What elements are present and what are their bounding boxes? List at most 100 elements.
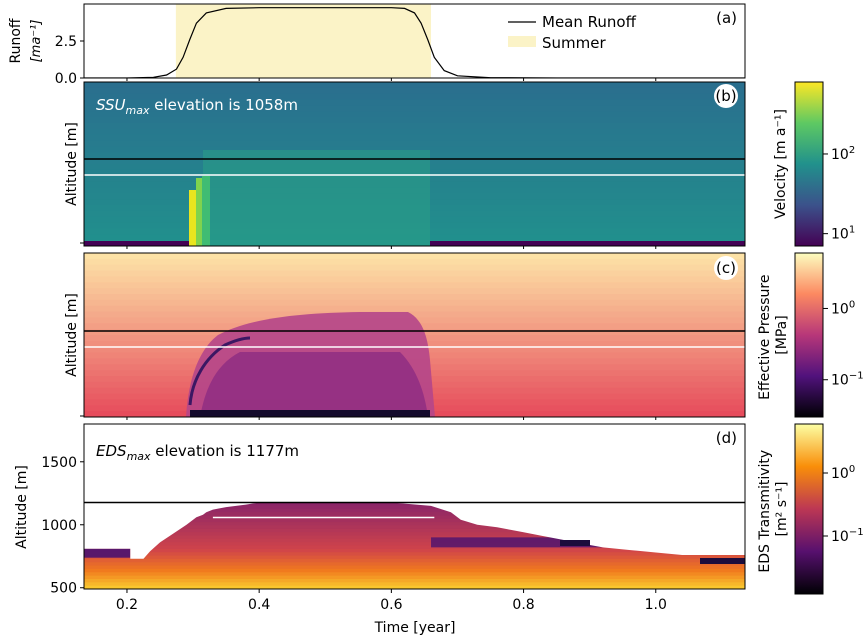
pressure-minimum-strip — [190, 410, 430, 417]
transmitivity-band — [84, 568, 745, 573]
panel-d-xtick-label: 0.8 — [512, 597, 534, 613]
transmitivity-band — [84, 505, 745, 510]
velocity-band — [84, 111, 745, 118]
panel-a-ytick-label: 0.0 — [55, 71, 77, 87]
pressure-band — [84, 311, 745, 319]
panel-c-ylabel: Altitude [m] — [64, 293, 80, 377]
transmitivity-band — [84, 558, 745, 563]
panel-b-ylabel: Altitude [m] — [64, 122, 80, 206]
transmitivity-band — [84, 512, 745, 517]
velocity-peak-yellow — [189, 190, 196, 246]
legend-summer-label: Summer — [542, 34, 606, 52]
transmitivity-band — [84, 572, 745, 577]
panel-b-label-badge — [714, 84, 738, 108]
velocity-band — [84, 117, 745, 124]
pressure-band — [84, 264, 745, 272]
transmitivity-band — [84, 585, 745, 589]
panel-d-ylabel: Altitude [m] — [14, 465, 30, 549]
panel-a-legend: Mean Runoff Summer — [508, 13, 637, 52]
velocity-band — [84, 146, 745, 153]
panel-d-label: (d) — [716, 429, 737, 447]
velocity-band — [84, 99, 745, 107]
velocity-band — [84, 140, 745, 148]
panel-b-heatmap — [84, 82, 745, 246]
velocity-band — [84, 123, 745, 130]
panel-d-x-ticks: 0.2 0.4 0.6 0.8 1.0 — [116, 589, 667, 613]
velocity-summer-speedup — [203, 150, 430, 246]
panel-d-ytick-label: 1000 — [41, 518, 77, 534]
colorbar-transmitivity-ticks: 100 10−1 — [823, 464, 864, 545]
mean-runoff-line — [84, 7, 745, 78]
colorbar-pressure: 100 10−1 Effective Pressure [MPa] — [757, 252, 864, 418]
colorbar-pressure-gradient — [794, 252, 824, 418]
panel-d-xtick-label: 1.0 — [645, 597, 667, 613]
panel-b: (b) SSUmax elevation is 1058m Altitude [… — [64, 81, 746, 247]
colorbar-tick-label: 100 — [831, 464, 855, 482]
transmitivity-dark-patch-2 — [700, 558, 745, 564]
panel-b-label: (b) — [715, 87, 736, 105]
colorbar-tick-label: 10−1 — [831, 371, 864, 389]
panel-c-label-badge — [714, 256, 738, 280]
colorbar-pressure-ticks: 100 10−1 — [823, 299, 864, 389]
panel-a-y-ticks: 0.0 2.5 — [55, 34, 84, 87]
velocity-band — [84, 82, 745, 89]
transmitivity-band — [84, 565, 745, 570]
panel-b-annotation: SSUmax elevation is 1058m — [96, 96, 298, 117]
panel-d-xtick-label: 0.2 — [116, 597, 138, 613]
legend-mean-runoff-label: Mean Runoff — [542, 13, 637, 31]
velocity-peak-green — [196, 178, 202, 246]
velocity-band — [84, 134, 745, 142]
panel-d-annotation: EDSmax elevation is 1177m — [96, 442, 299, 463]
panel-d-xtick-label: 0.6 — [380, 597, 402, 613]
panel-a-ytick-label: 2.5 — [55, 34, 77, 50]
transmitivity-band — [84, 538, 745, 543]
x-axis-label: Time [year] — [374, 620, 456, 636]
transmitivity-band — [84, 518, 745, 523]
transmitivity-band — [84, 528, 745, 533]
velocity-winter-slowdown-right — [430, 241, 745, 246]
velocity-winter-slowdown-left — [84, 241, 192, 246]
transmitivity-band — [84, 555, 745, 560]
velocity-band — [84, 93, 745, 101]
panel-d-heatmap — [84, 424, 745, 589]
colorbar-transmitivity-gradient — [794, 423, 824, 595]
transmitivity-band — [84, 542, 745, 547]
transmitivity-band — [84, 522, 745, 527]
colorbar-tick-label: 101 — [831, 225, 855, 243]
velocity-band — [84, 87, 745, 95]
transmitivity-band — [84, 575, 745, 580]
panel-a-ylabel-unit: [ma⁻¹] — [29, 20, 44, 63]
shared-x-ticks — [126, 78, 657, 420]
colorbar-tick-label: 102 — [831, 145, 855, 163]
panel-c-heatmap — [84, 253, 745, 417]
colorbar-pressure-label: Effective Pressure [MPa] — [757, 270, 790, 400]
panel-c: (c) Altitude [m] — [64, 252, 746, 418]
pressure-band — [84, 288, 745, 295]
transmitivity-band — [84, 525, 745, 530]
transmitivity-field — [84, 502, 745, 589]
pressure-front-curve — [188, 336, 251, 406]
legend-summer-swatch — [508, 36, 536, 47]
colorbar-transmitivity-label: EDS Transmitivity [m² s⁻¹] — [757, 445, 790, 572]
panel-d: 500 1000 1500 0.2 0.4 0.6 0.8 1.0 (d) EDSmax e… — [14, 423, 746, 636]
colorbar-tick-label: 10−1 — [831, 527, 864, 545]
panel-c-frame — [83, 252, 746, 418]
panel-d-xtick-label: 0.4 — [248, 597, 270, 613]
pressure-band — [84, 294, 745, 301]
transmitivity-band — [84, 545, 745, 550]
transmitivity-band — [84, 535, 745, 540]
transmitivity-band — [84, 532, 745, 537]
pressure-band — [84, 270, 745, 278]
panel-d-ytick-label: 1500 — [41, 455, 77, 471]
transmitivity-empty-region — [84, 424, 745, 559]
pressure-band — [84, 253, 745, 260]
pressure-band — [84, 258, 745, 266]
velocity-peak-teal — [202, 176, 210, 246]
panel-d-y-ticks: 500 1000 1500 — [41, 455, 84, 597]
panel-a-ylabel: Runoff — [8, 18, 24, 63]
transmitivity-band — [84, 582, 745, 587]
colorbar-velocity: 102 101 Velocity [m a⁻¹] — [773, 81, 855, 247]
panel-a: 0.0 2.5 (a) Mean Runoff Summer Runoff [ma… — [8, 3, 746, 87]
pressure-band — [84, 299, 745, 307]
colorbar-velocity-ticks: 102 101 — [823, 145, 855, 243]
